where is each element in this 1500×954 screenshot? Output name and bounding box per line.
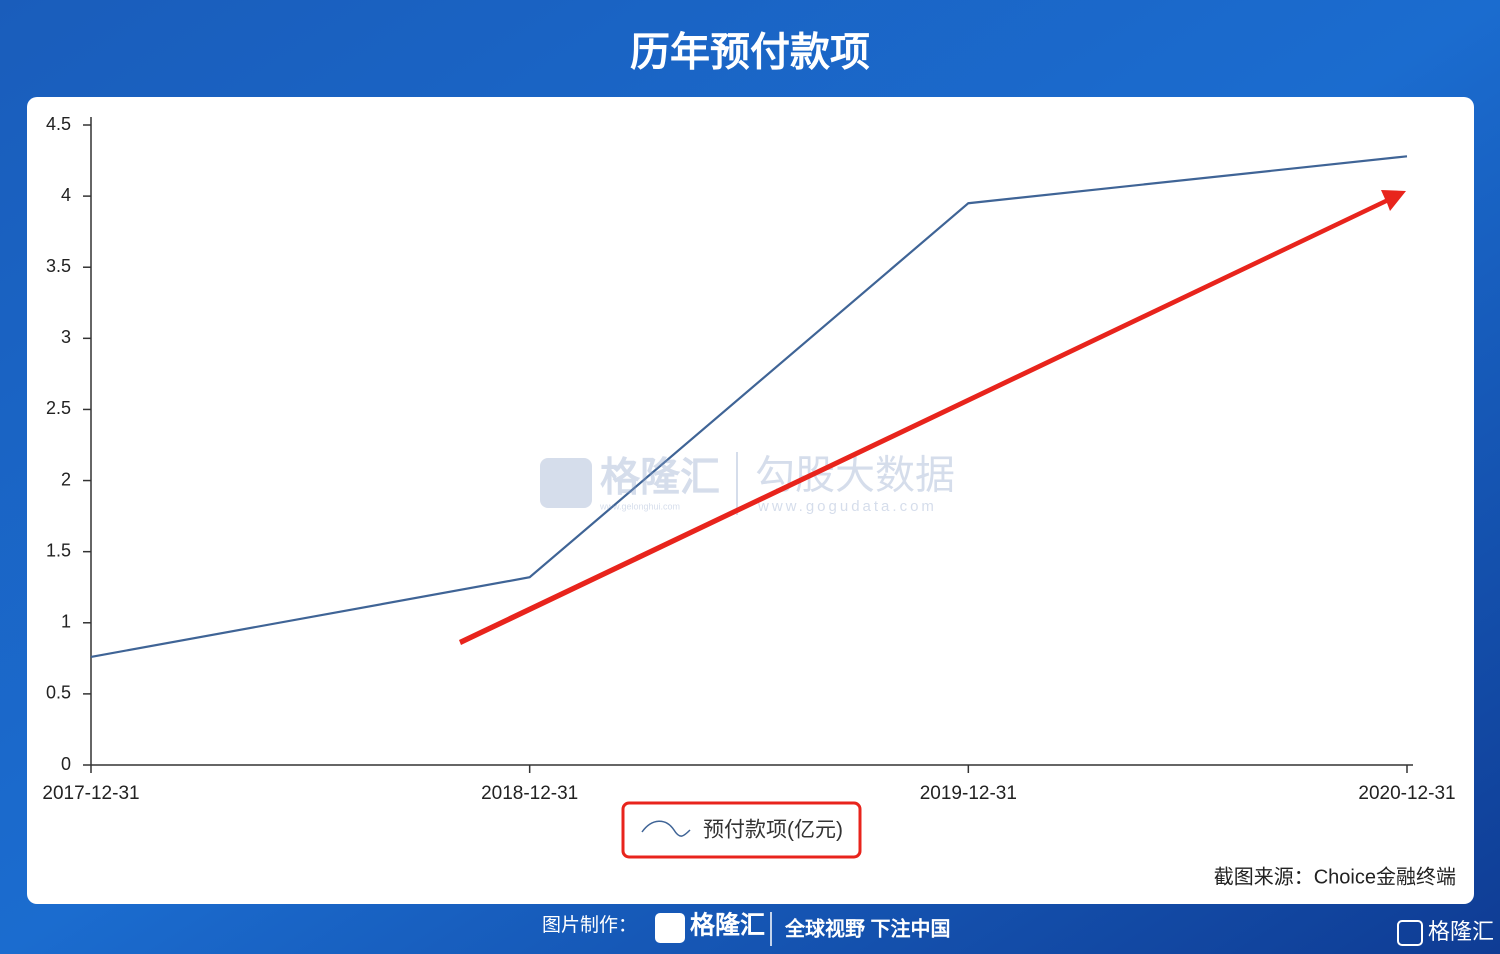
y-tick-label: 4.5 <box>46 114 71 134</box>
y-tick-label: 3.5 <box>46 256 71 276</box>
plot-area: 0 0.5 1 1.5 2 2.5 3 3.5 4 4.5 2017-12-31 2018-12-31… <box>42 114 1455 804</box>
y-tick-label: 3 <box>61 327 71 347</box>
x-tick-label: 2017-12-31 <box>42 783 139 804</box>
chart-title: 历年预付款项 <box>630 31 870 75</box>
y-tick-label: 4 <box>61 185 71 205</box>
watermark: 格隆汇 www.gelonghui.com 勾股大数据 www.gogudata… <box>540 452 955 515</box>
y-tick-label: 0.5 <box>46 683 71 703</box>
legend-label: 预付款项(亿元) <box>703 819 843 842</box>
footer-logo <box>655 913 685 943</box>
corner-brand: 格隆汇 <box>1428 919 1494 944</box>
footer-brand: 格隆汇 <box>690 911 765 940</box>
corner-logo <box>1397 920 1423 946</box>
panel <box>27 97 1474 904</box>
legend-highlight <box>621 801 862 859</box>
watermark-logo <box>540 458 592 508</box>
legend-symbol <box>641 820 691 837</box>
watermark-text: 勾股大数据 <box>755 454 955 498</box>
x-tick-label: 2019-12-31 <box>920 783 1017 804</box>
x-tick-label: 2020-12-31 <box>1358 783 1455 804</box>
source-note: 截图来源：Choice金融终端 <box>1214 865 1456 888</box>
x-tick-label: 2018-12-31 <box>481 783 578 804</box>
watermark-text: 格隆汇 <box>600 456 720 500</box>
data-line <box>90 155 1408 658</box>
watermark-url: www.gelonghui.com <box>599 501 680 511</box>
y-tick-label: 2 <box>61 469 71 489</box>
y-tick-label: 1 <box>61 612 71 632</box>
y-tick-label: 0 <box>61 754 71 774</box>
footer-slogan: 全球视野 下注中国 <box>784 916 951 940</box>
arrow-annotation <box>459 190 1406 645</box>
footer-label: 图片制作： <box>542 914 637 936</box>
y-tick-label: 1.5 <box>46 540 71 560</box>
watermark-url: www.gogudata.com <box>757 498 937 515</box>
y-tick-label: 2.5 <box>46 398 71 418</box>
